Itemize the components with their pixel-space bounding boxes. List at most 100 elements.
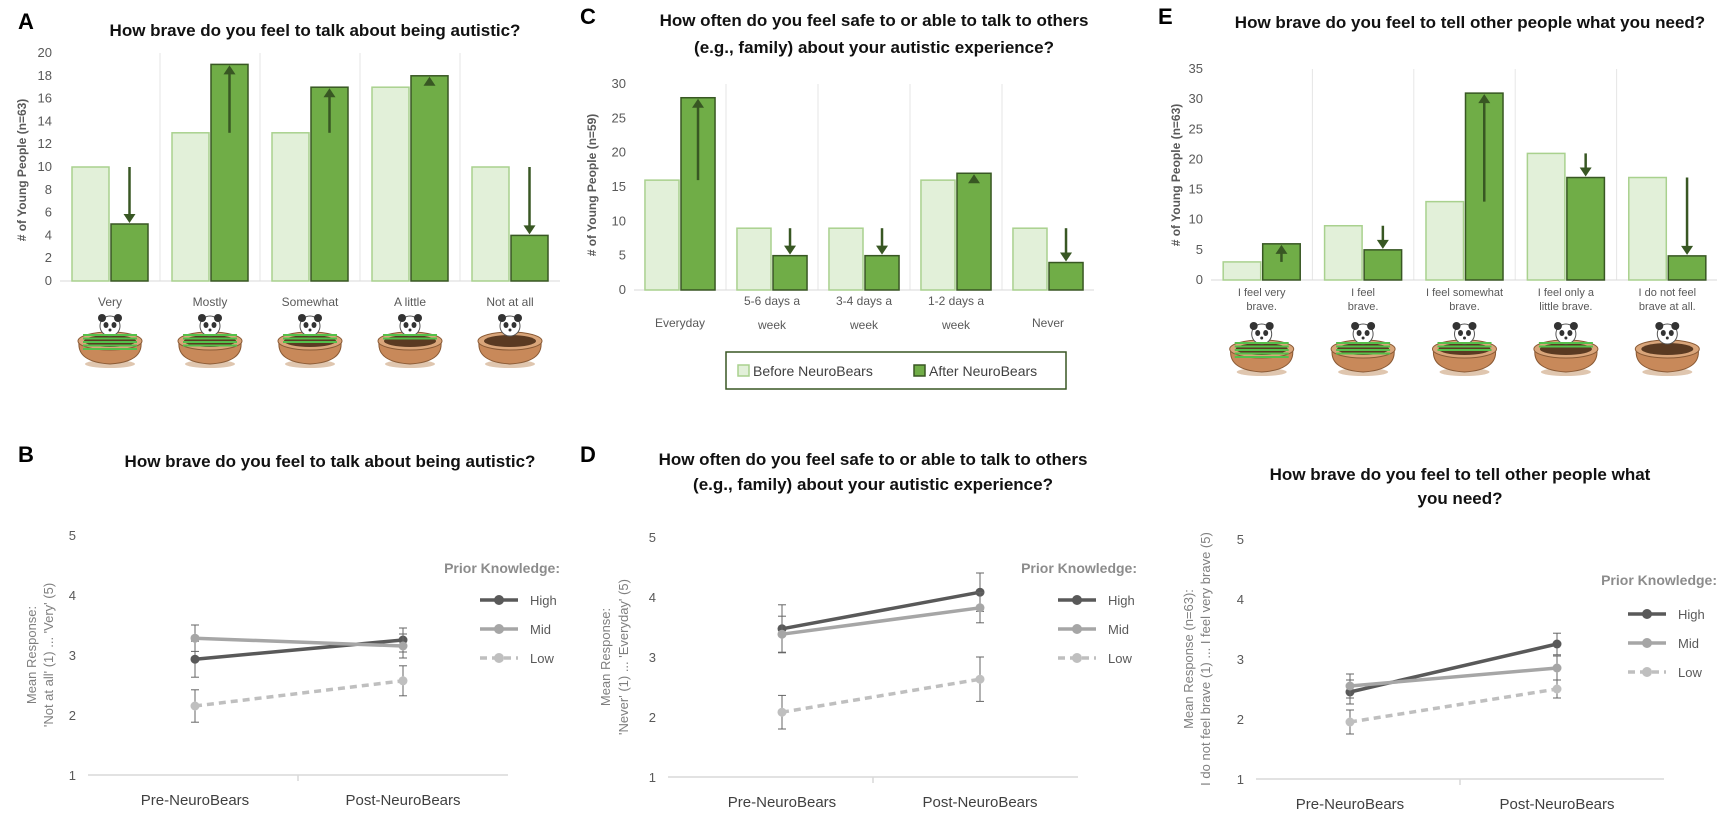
y-tick-label: 0 xyxy=(45,273,52,288)
category-label-2: brave. xyxy=(1449,301,1480,313)
y-tick-label: 5 xyxy=(649,530,656,545)
y-tick-label: 6 xyxy=(45,205,52,220)
point-mid-1 xyxy=(1552,663,1562,673)
y-tick-label: 10 xyxy=(612,213,626,228)
point-low-0 xyxy=(777,707,787,717)
change-arrow-head-1 xyxy=(784,245,797,255)
chart-panel-f: How brave do you feel to tell other peop… xyxy=(1181,465,1717,813)
change-arrow-head-0 xyxy=(692,98,705,108)
category-label-0: Everyday xyxy=(655,316,705,330)
legend-before-label: Before NeuroBears xyxy=(753,363,873,379)
category-label-0: brave. xyxy=(1246,301,1277,313)
chart-panel-c: How often do you feel safe to or able to… xyxy=(585,11,1094,332)
panda-eye-right-a-4 xyxy=(511,322,517,328)
category-label-2: week xyxy=(849,318,879,332)
bar-legend-frame xyxy=(725,351,1067,390)
category-label-1: brave. xyxy=(1348,301,1379,313)
panda-eye-right-e-4 xyxy=(1668,330,1674,336)
x-category-label-0: Pre-NeuroBears xyxy=(728,794,836,811)
category-label-1: week xyxy=(757,318,787,332)
pot-fill-stripe-a-1-3 xyxy=(183,344,237,347)
pot-fill-stripe-e-0-2 xyxy=(1234,349,1289,351)
legend-label-low: Low xyxy=(1108,651,1132,666)
y-tick-label: 30 xyxy=(1189,91,1203,106)
legend-marker-mid xyxy=(1642,638,1652,648)
bar-before-4 xyxy=(1012,227,1048,291)
point-mid-1 xyxy=(975,603,985,613)
y-tick-label: 2 xyxy=(1237,712,1244,727)
panda-ear-right-a-0 xyxy=(114,314,122,322)
y-tick-label: 5 xyxy=(1237,532,1244,547)
series-line-mid xyxy=(1349,666,1558,688)
legend-title: Prior Knowledge: xyxy=(1601,572,1717,588)
panda-ear-right-a-3 xyxy=(414,314,422,322)
panda-head-a-4 xyxy=(499,315,521,337)
pot-fill-stripe-e-0-1 xyxy=(1234,345,1289,348)
legend-marker-low xyxy=(1072,653,1082,663)
change-arrow-head-4 xyxy=(1681,245,1694,255)
panda-ear-right-e-0 xyxy=(1265,322,1274,330)
change-arrow-head-4 xyxy=(1060,252,1073,262)
pot-fill-stripe-a-2-2 xyxy=(283,341,337,343)
category-label-1: I feel xyxy=(1351,287,1375,299)
category-label-4: brave at all. xyxy=(1639,301,1696,313)
change-arrow-head-3 xyxy=(423,76,436,86)
panda-eye-left-a-3 xyxy=(403,322,409,328)
pot-fill-stripe-e-2-1 xyxy=(1437,345,1492,348)
legend-label-mid: Mid xyxy=(1108,622,1129,637)
panda-nose-e-1 xyxy=(1361,336,1365,340)
pot-fill-stripe-a-0-4 xyxy=(83,348,137,350)
panda-eye-right-e-1 xyxy=(1364,330,1370,336)
point-low-1 xyxy=(398,676,408,686)
panda-ear-left-a-2 xyxy=(298,314,306,322)
legend-after-swatch xyxy=(913,364,926,377)
panda-eye-right-e-3 xyxy=(1567,330,1573,336)
category-label-1: Mostly xyxy=(193,295,228,309)
bar-before-1 xyxy=(736,227,772,291)
bar-before-0 xyxy=(1222,261,1262,281)
pot-fill-stripe-e-0-3 xyxy=(1234,352,1289,355)
y-axis-title: # of Young People (n=59) xyxy=(585,114,599,257)
category-label-4: I do not feel xyxy=(1639,287,1697,299)
y-tick-label: 35 xyxy=(1189,61,1203,76)
panda-eye-left-e-0 xyxy=(1255,330,1261,336)
x-category-label-1: Post-NeuroBears xyxy=(1499,796,1614,813)
legend-marker-low xyxy=(494,653,504,663)
category-label-3: 1-2 days a xyxy=(928,294,984,308)
y-tick-label: 5 xyxy=(69,528,76,543)
change-arrow-head-2 xyxy=(323,88,336,98)
category-label-1: 5-6 days a xyxy=(744,294,800,308)
bar-after-0 xyxy=(110,223,149,282)
y-axis-title-line-1: 'Not at all' (1) ... 'Very' (5) xyxy=(41,583,56,727)
panda-nose-a-2 xyxy=(308,328,312,332)
panel-letter-a: A xyxy=(18,9,34,34)
bar-before-0 xyxy=(71,166,110,282)
y-tick-label: 4 xyxy=(649,590,656,605)
pot-fill-stripe-a-1-0 xyxy=(183,334,237,336)
bar-after-4 xyxy=(1048,261,1084,291)
y-tick-label: 1 xyxy=(1237,772,1244,787)
pot-fill-stripe-a-2-0 xyxy=(283,334,337,336)
y-tick-label: 0 xyxy=(1196,272,1203,287)
bar-after-2 xyxy=(864,254,900,291)
y-tick-label: 14 xyxy=(38,113,52,128)
x-category-label-1: Post-NeuroBears xyxy=(922,794,1037,811)
category-label-2: 3-4 days a xyxy=(836,294,892,308)
title-e-line-0: How brave do you feel to tell other peop… xyxy=(1235,13,1705,32)
bar-after-1 xyxy=(210,63,249,282)
panda-nose-e-3 xyxy=(1564,336,1568,340)
bar-before-3 xyxy=(1526,152,1566,281)
pot-fill-stripe-a-1-1 xyxy=(183,337,237,340)
bar-before-2 xyxy=(828,227,864,291)
pot-fill-stripe-e-1-1 xyxy=(1336,345,1391,348)
panda-ear-left-a-4 xyxy=(498,314,506,322)
y-tick-label: 0 xyxy=(619,282,626,297)
panda-nose-a-0 xyxy=(108,328,112,332)
legend-title: Prior Knowledge: xyxy=(444,560,560,576)
y-axis-title: # of Young People (n=63) xyxy=(1169,104,1183,247)
panda-eye-left-a-1 xyxy=(203,322,209,328)
legend-label-low: Low xyxy=(1678,665,1702,680)
y-tick-label: 5 xyxy=(619,248,626,263)
pot-fill-stripe-e-1-2 xyxy=(1336,349,1391,351)
